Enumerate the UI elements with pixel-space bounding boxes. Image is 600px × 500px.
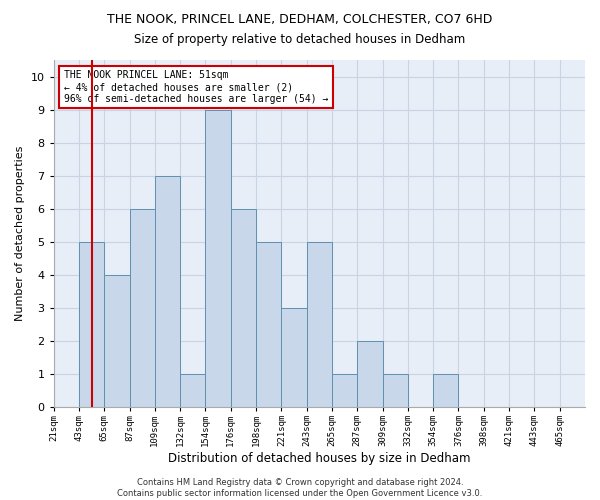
Bar — [231, 209, 256, 407]
Text: THE NOOK, PRINCEL LANE, DEDHAM, COLCHESTER, CO7 6HD: THE NOOK, PRINCEL LANE, DEDHAM, COLCHEST… — [107, 12, 493, 26]
Bar — [281, 308, 307, 407]
Bar — [130, 209, 155, 407]
Bar — [383, 374, 408, 407]
Text: THE NOOK PRINCEL LANE: 51sqm
← 4% of detached houses are smaller (2)
96% of semi: THE NOOK PRINCEL LANE: 51sqm ← 4% of det… — [64, 70, 329, 104]
Bar — [180, 374, 205, 407]
Bar — [79, 242, 104, 407]
Bar — [357, 341, 383, 407]
Bar — [433, 374, 458, 407]
Text: Contains HM Land Registry data © Crown copyright and database right 2024.
Contai: Contains HM Land Registry data © Crown c… — [118, 478, 482, 498]
X-axis label: Distribution of detached houses by size in Dedham: Distribution of detached houses by size … — [168, 452, 470, 465]
Bar — [155, 176, 180, 407]
Bar — [256, 242, 281, 407]
Bar — [307, 242, 332, 407]
Bar — [205, 110, 231, 407]
Bar — [332, 374, 357, 407]
Bar — [104, 275, 130, 407]
Text: Size of property relative to detached houses in Dedham: Size of property relative to detached ho… — [134, 32, 466, 46]
Y-axis label: Number of detached properties: Number of detached properties — [15, 146, 25, 322]
